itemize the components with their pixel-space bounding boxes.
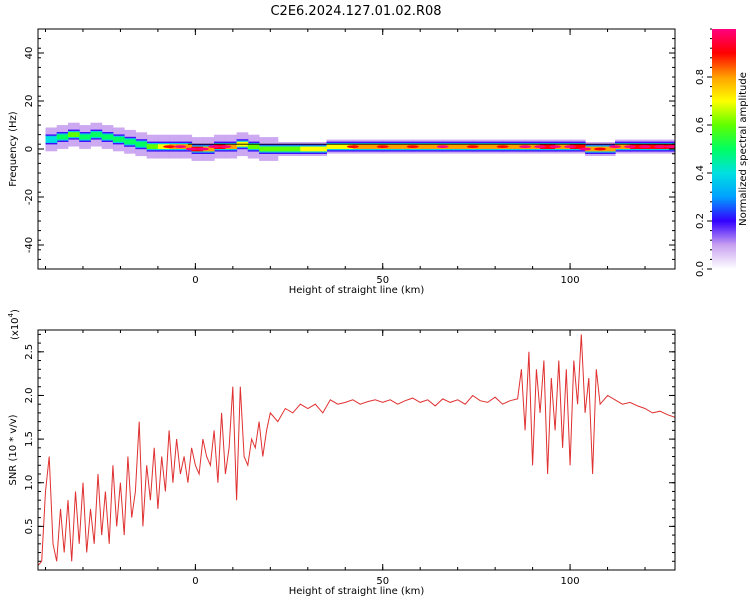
y-axis-label: SNR (10 * v/v)	[8, 414, 19, 485]
heatmap-cell	[600, 146, 616, 152]
heatmap-peak	[639, 145, 651, 149]
heatmap-peak	[208, 145, 221, 149]
heatmap-cell	[56, 134, 69, 140]
x-tick-label: 100	[561, 275, 580, 286]
colorbar-tick-label: 0.8	[695, 69, 706, 85]
heatmap-cell	[124, 139, 136, 145]
heatmap-cell	[45, 137, 58, 142]
colorbar-label: Normalized spectral amplitude	[738, 72, 749, 226]
heatmap-cell	[630, 144, 646, 149]
x-tick-label: 100	[561, 576, 580, 587]
y-tick-label: 20	[24, 95, 35, 108]
heatmap-cell	[79, 134, 91, 140]
heatmap-peak	[534, 145, 547, 149]
heatmap-peak	[519, 145, 532, 149]
y-axis-label: Frequency (Hz)	[8, 111, 19, 187]
y-multiplier-label: (x104)	[7, 309, 21, 340]
heatmap-cell	[68, 132, 80, 137]
colorbar-tick-label: 0.0	[695, 261, 706, 277]
heatmap-peak	[174, 145, 187, 149]
heatmap-cell	[570, 144, 586, 149]
colorbar-tick-label: 0.4	[695, 165, 706, 181]
y-tick-label: 1.5	[24, 431, 35, 447]
heatmap-cell	[525, 144, 541, 149]
snr-line-plot: 0 50 100 0.5 1.0 1.5 2.0 2.5 Height of straight …	[7, 309, 676, 597]
y-tick-label: -20	[24, 189, 35, 205]
heatmap-peak	[185, 147, 198, 151]
heatmap-peak	[609, 145, 621, 149]
heatmap-peak	[579, 147, 592, 151]
heatmap-cell	[585, 146, 601, 152]
heatmap-cell	[615, 144, 631, 149]
heatmap-cell	[112, 137, 125, 142]
heatmap-peak	[624, 145, 636, 149]
y-tick-label: 2.0	[24, 388, 35, 404]
heatmap-cell	[645, 144, 661, 149]
heatmap-plot: 0 50 100 -40 -20 0 20 40 Height of straight line…	[8, 28, 676, 296]
heatmap-peak	[564, 145, 577, 149]
heatmap-cell	[277, 146, 301, 152]
y-tick-label: 1.0	[24, 475, 35, 491]
y-tick-label: -40	[24, 237, 35, 253]
heatmap-peak	[594, 147, 607, 151]
y-tick-label: 2.5	[24, 344, 35, 360]
x-tick-label: 0	[192, 576, 198, 587]
heatmap-peak	[466, 145, 479, 149]
heatmap-cell	[146, 144, 159, 149]
y-tick-label: 0.5	[24, 518, 35, 534]
heatmap-cell	[101, 134, 114, 140]
chart-title: C2E6.2024.127.01.02.R08	[270, 4, 441, 19]
heatmap-cell	[90, 132, 103, 137]
x-axis-label: Height of straight line (km)	[289, 285, 425, 296]
y-tick-label: 0	[24, 146, 35, 152]
heatmap-cell	[300, 146, 327, 152]
heatmap-cell	[382, 144, 414, 149]
colorbar: 0.0 0.2 0.4 0.6 0.8 Normalized spectral ampli…	[695, 28, 749, 277]
heatmap-cell	[412, 144, 444, 149]
x-axis-label: Height of straight line (km)	[289, 586, 425, 597]
plot-frame	[37, 329, 676, 571]
heatmap-peak	[665, 145, 675, 148]
heatmap-peak	[346, 145, 359, 149]
heatmap-peak	[549, 145, 562, 149]
y-multiplier-exponent: 4	[7, 312, 15, 317]
heatmap-peak	[196, 147, 209, 151]
heatmap-cell	[259, 146, 279, 152]
heatmap-cell	[502, 144, 526, 149]
heatmap-cell	[247, 144, 260, 149]
heatmap-peak	[219, 145, 232, 149]
heatmap-cell	[555, 144, 571, 149]
colorbar-tick-label: 0.6	[695, 117, 706, 133]
snr-series-line	[38, 334, 675, 566]
heatmap-cell	[352, 144, 384, 149]
heatmap-peak	[654, 145, 666, 149]
heatmap-peak	[406, 145, 419, 149]
x-tick-label: 0	[192, 275, 198, 286]
x-tick-label: 50	[376, 275, 389, 286]
y-tick-label: 40	[24, 47, 35, 60]
heatmap-cell	[442, 144, 474, 149]
heatmap-peak	[163, 145, 176, 149]
colorbar-tick-label: 0.2	[695, 213, 706, 229]
heatmap-cell	[540, 144, 556, 149]
y-multiplier-close: )	[10, 309, 21, 313]
heatmap-cell	[472, 144, 504, 149]
heatmap-cell	[135, 141, 148, 147]
heatmap-peak	[436, 145, 449, 149]
heatmap-band	[45, 122, 675, 161]
heatmap-peak	[496, 145, 509, 149]
colorbar-gradient	[712, 29, 736, 269]
y-multiplier-base: (x10	[10, 317, 21, 340]
heatmap-cell	[326, 144, 354, 149]
heatmap-peak	[376, 145, 389, 149]
x-tick-label: 50	[376, 576, 389, 587]
